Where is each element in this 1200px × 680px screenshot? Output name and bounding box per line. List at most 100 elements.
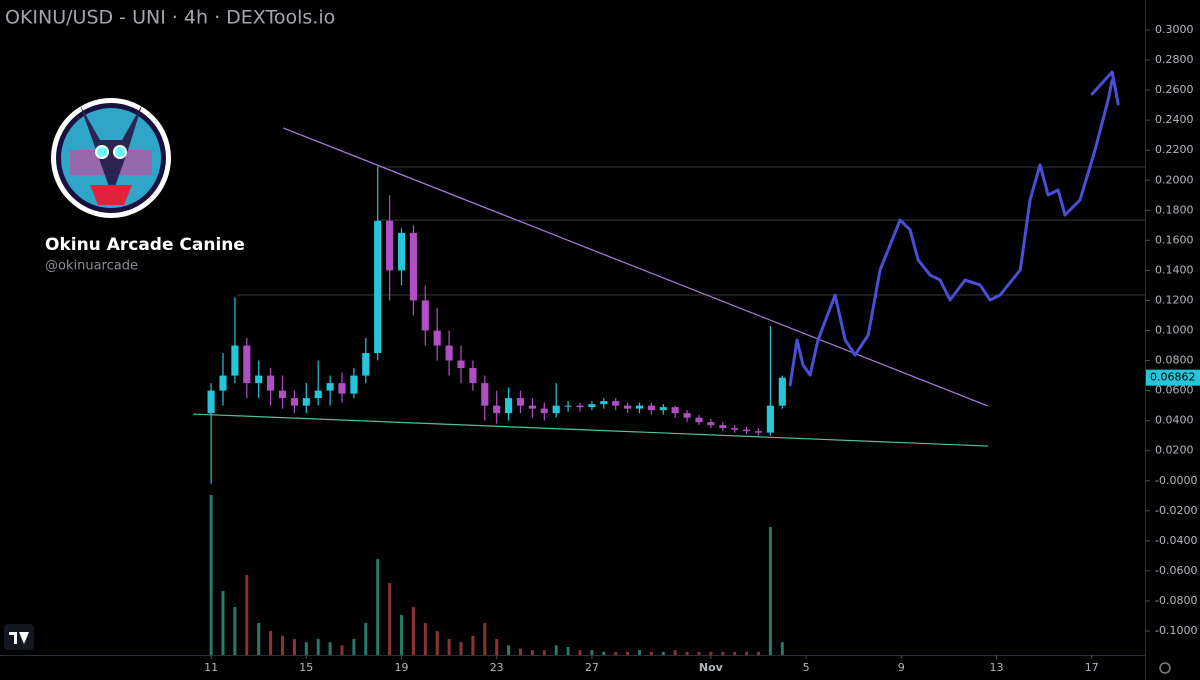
volume-bar (661, 651, 665, 655)
volume-bar (602, 651, 606, 655)
volume-bar (649, 651, 653, 655)
candle-body (576, 405, 584, 408)
candle-body (743, 429, 751, 432)
y-tick-label: -0.0800 (1155, 594, 1197, 607)
volume-bar (578, 650, 582, 655)
candle-body (540, 408, 548, 414)
volume-bar (733, 651, 737, 655)
volume-bar (697, 651, 701, 655)
projection-arrowhead (1090, 70, 1120, 106)
projection-path (788, 78, 1114, 387)
volume-bar (423, 623, 427, 655)
volume-bar (209, 495, 213, 655)
volume-bar (281, 635, 285, 655)
y-tick-label: 0.1800 (1155, 203, 1194, 216)
candle-body (314, 390, 322, 399)
volume-bar (721, 651, 725, 655)
candle-body (302, 398, 310, 406)
x-tick-label: 9 (898, 661, 905, 674)
x-tick-label: 17 (1085, 661, 1099, 674)
candle-body (528, 405, 536, 409)
candle-body (362, 353, 370, 376)
volume-bar (459, 642, 463, 655)
volume-bar (269, 631, 273, 655)
volume-bar (221, 591, 225, 655)
candle-body (754, 431, 763, 433)
x-tick-label: 19 (394, 661, 408, 674)
volume-bar (340, 645, 344, 655)
candle-body (731, 428, 739, 430)
candle-body (255, 375, 263, 384)
y-tick-label: -0.0400 (1155, 534, 1197, 547)
candle-body (338, 383, 346, 394)
candle-body (445, 345, 453, 361)
volume-bar (768, 527, 772, 655)
candle-body (386, 220, 394, 271)
volume-bar (376, 559, 380, 655)
volume-bar (756, 651, 760, 655)
candle-body (588, 404, 596, 408)
candle-body (624, 405, 632, 409)
volume-bar (518, 648, 522, 655)
candle-body (278, 390, 287, 399)
candle-body (635, 405, 644, 409)
candle-body (707, 422, 715, 426)
candle-body (505, 398, 513, 414)
y-tick-label: 0.2400 (1155, 113, 1194, 126)
candle-body (564, 405, 572, 407)
y-tick-label: 0.0800 (1155, 354, 1194, 367)
volume-bar (566, 647, 570, 655)
volume-bar (233, 607, 237, 655)
y-tick-label: 0.2800 (1155, 53, 1194, 66)
volume-bar (685, 651, 689, 655)
volume-bar (435, 631, 439, 655)
candle-body (600, 401, 608, 405)
volume-bar (388, 583, 392, 655)
y-tick-label: 0.0200 (1155, 444, 1194, 457)
avatar (51, 98, 171, 218)
candle-body (421, 300, 429, 331)
y-tick-label: -0.1000 (1155, 624, 1197, 637)
y-tick-label: 0.1600 (1155, 233, 1194, 246)
volume-bar (483, 623, 487, 655)
y-tick-label: 0.1200 (1155, 293, 1194, 306)
trendline (282, 127, 988, 407)
volume-bar (399, 615, 403, 655)
y-tick-label: -0.0000 (1155, 474, 1197, 487)
volume-bar (626, 651, 630, 655)
volume-bar (542, 650, 546, 655)
x-tick-label: 27 (585, 661, 599, 674)
volume-bar (507, 645, 511, 655)
x-tick-label: 23 (490, 661, 504, 674)
y-tick-label: 0.2200 (1155, 143, 1194, 156)
volume-bar (304, 642, 308, 655)
volume-bar (364, 623, 368, 655)
settings-icon[interactable] (1159, 662, 1171, 674)
candle-body (481, 383, 489, 406)
trendline (192, 413, 989, 447)
volume-bar (554, 645, 558, 655)
y-tick-label: 0.2600 (1155, 83, 1194, 96)
candle-body (326, 383, 334, 391)
x-tick-label: 15 (299, 661, 313, 674)
candle-body (647, 405, 655, 411)
candle-body (695, 417, 703, 423)
volume-bar (328, 642, 332, 655)
candle-body (374, 220, 382, 354)
candle-body (457, 360, 465, 369)
volume-bar (447, 639, 451, 655)
y-tick-label: -0.0200 (1155, 504, 1197, 517)
candle-body (612, 401, 620, 406)
candle-body (552, 405, 560, 414)
candle-body (243, 345, 251, 384)
volume-bar (471, 635, 475, 655)
candle-body (433, 330, 441, 346)
volume-bar (257, 623, 261, 655)
y-tick-label: 0.2000 (1155, 173, 1194, 186)
volume-bar (245, 575, 249, 655)
volume-bar (530, 650, 534, 655)
candle-body (350, 375, 358, 394)
